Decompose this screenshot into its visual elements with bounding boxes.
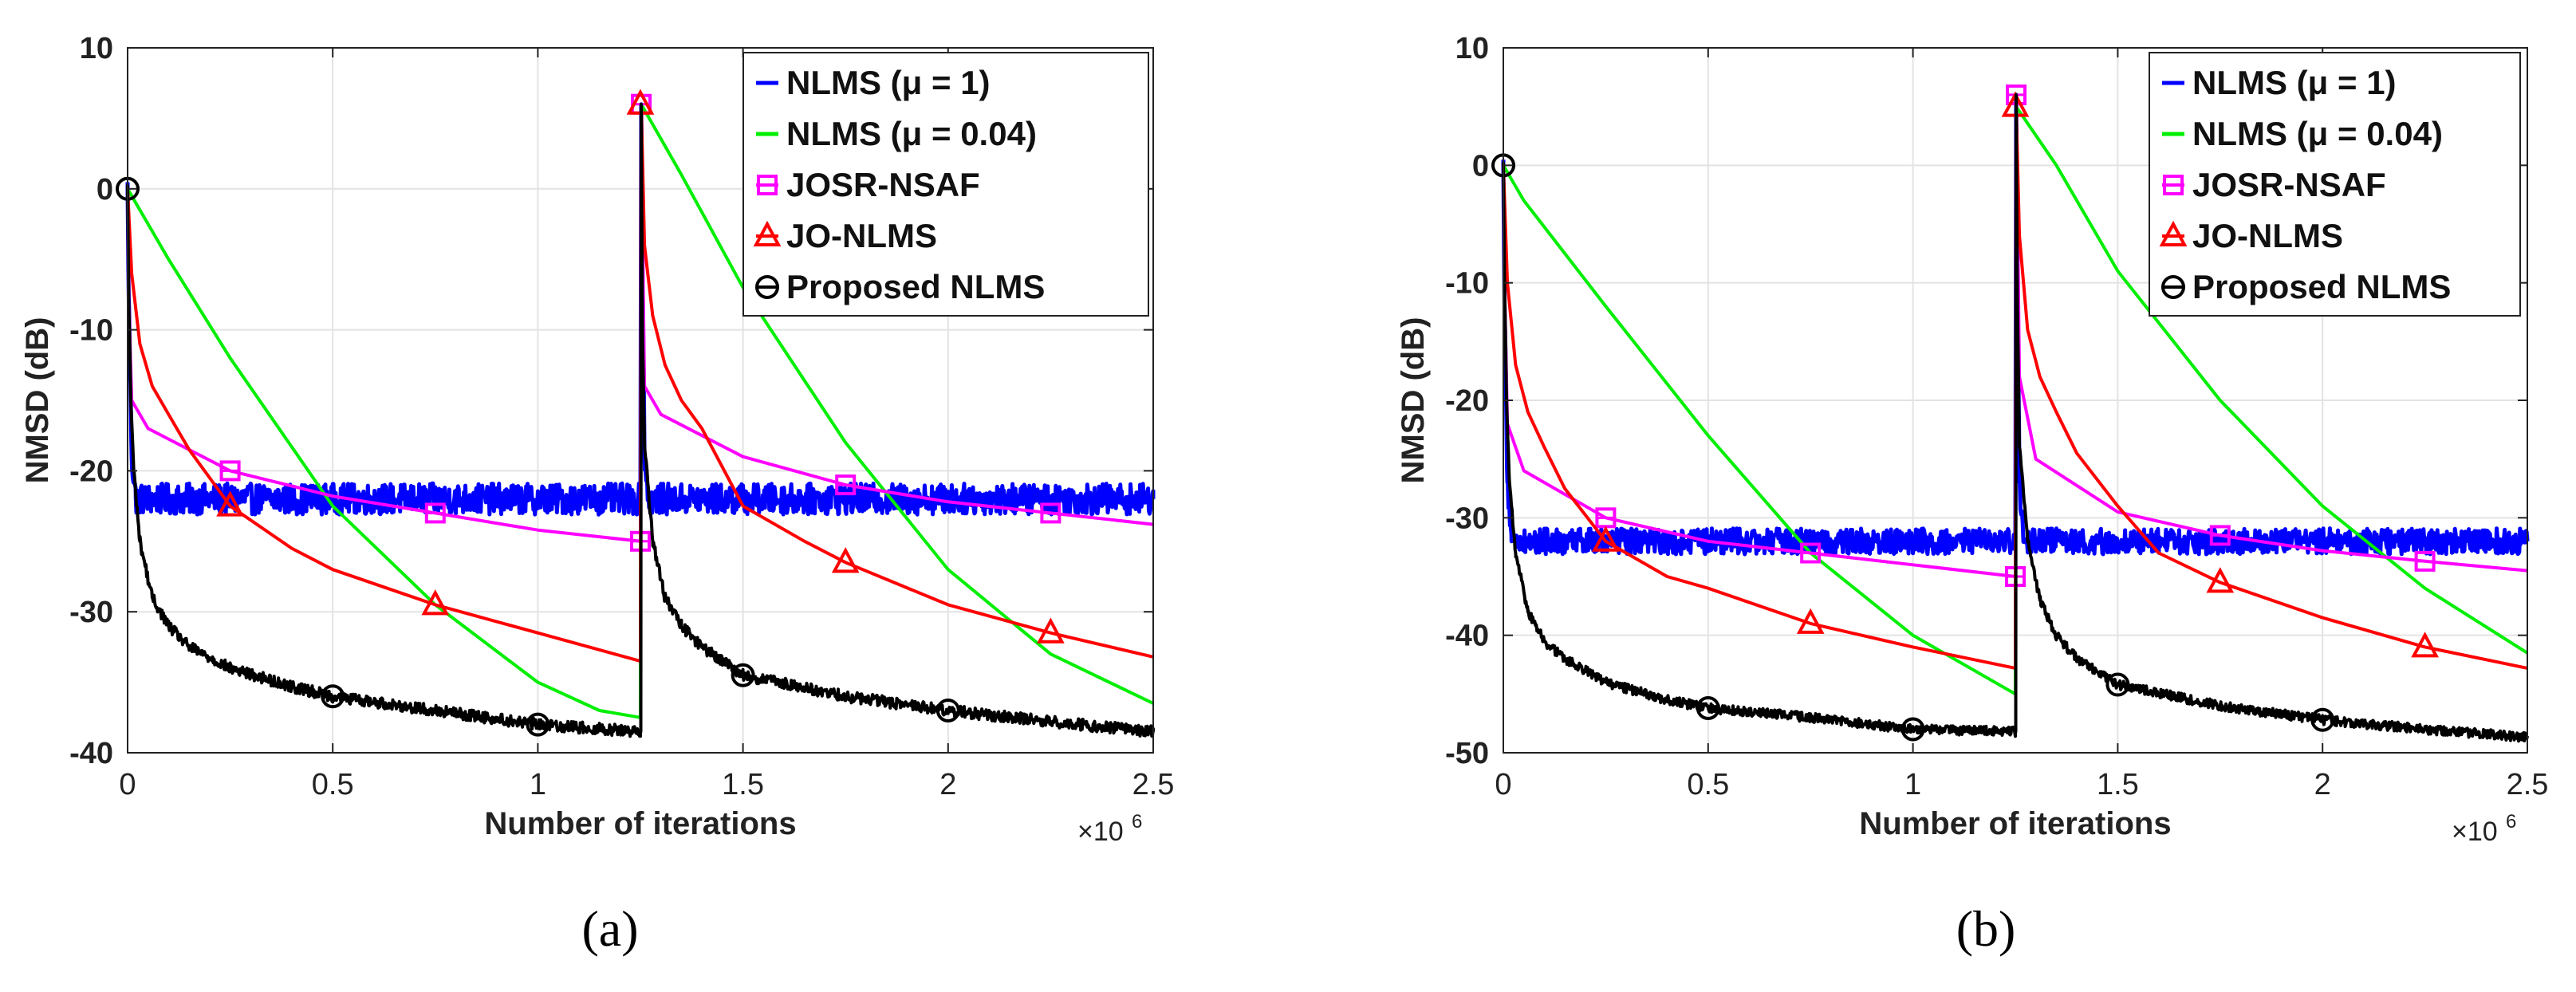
x-tick-label: 0.5 — [1687, 768, 1729, 801]
legend-swatch-4 — [2159, 220, 2188, 246]
x-multiplier-exponent: 6 — [2506, 811, 2516, 833]
series-4-marker — [216, 490, 244, 517]
series-group — [1491, 84, 2530, 743]
legend-label-3: JOSR-NSAF — [786, 166, 980, 203]
series-5-marker — [321, 684, 345, 709]
series-5-marker — [2105, 672, 2130, 697]
series-4-marker — [2206, 567, 2235, 593]
y-tick-label: -10 — [69, 314, 113, 348]
series-4-marker — [2411, 632, 2439, 658]
x-tick-label: 0 — [119, 768, 136, 801]
x-tick-label: 0 — [1495, 768, 1511, 801]
x-tick-label: 2.5 — [1132, 768, 1175, 801]
series-4-marker — [1796, 608, 1825, 634]
legend-label-4: JO-NLMS — [786, 217, 937, 254]
legend-box — [2149, 52, 2521, 317]
x-tick-label: 1.5 — [2097, 768, 2139, 801]
series-4-marker — [1037, 617, 1065, 644]
series-5-marker — [935, 698, 960, 722]
x-tick-label: 2 — [939, 768, 956, 801]
legend-label-5: Proposed NLMS — [2192, 268, 2451, 305]
series-5-marker — [731, 663, 755, 687]
y-tick-label: -20 — [69, 455, 113, 488]
y-tick-label: -50 — [1445, 737, 1489, 770]
x-axis-label: Number of iterations — [484, 806, 796, 841]
legend-swatch-5 — [755, 275, 779, 299]
series-4-marker — [831, 547, 860, 573]
x-axis-label: Number of iterations — [1859, 806, 2171, 841]
x-tick-label: 1.5 — [722, 768, 764, 801]
series-4-marker — [421, 589, 450, 616]
series-5-marker — [526, 712, 550, 737]
axes-frame — [127, 47, 1154, 754]
x-tick-label: 1 — [1904, 768, 1921, 801]
panel-caption-b: (b) — [1956, 900, 2016, 957]
y-tick-label: 0 — [97, 173, 113, 207]
series-5-marker — [1900, 717, 1925, 742]
y-tick-label: 10 — [80, 32, 113, 65]
legend-label-5: Proposed NLMS — [786, 268, 1045, 305]
series-line-5 — [1502, 93, 2529, 743]
x-tick-label: 2 — [2314, 768, 2331, 801]
y-tick-label: -20 — [1445, 384, 1489, 418]
chart-panel-a: 0 0.5 1 1.5 2 2.5 -40 -30 -20 -10 0 10 Number of ite… — [20, 32, 1174, 847]
y-tick-label: -40 — [69, 737, 113, 770]
panel-caption-a: (a) — [581, 900, 639, 957]
y-axis-label: NMSD (dB) — [1396, 317, 1431, 484]
series-4-marker — [1592, 526, 1620, 552]
y-tick-label: -40 — [1445, 620, 1489, 653]
legend-label-1: NLMS (μ = 1) — [2192, 64, 2397, 101]
y-tick-label: -30 — [1445, 502, 1489, 535]
series-5-marker — [2310, 707, 2335, 732]
x-multiplier: ×10 — [1077, 817, 1124, 847]
legend-swatch-5 — [2161, 275, 2185, 299]
legend-box — [742, 52, 1149, 317]
x-tick-label: 2.5 — [2507, 768, 2549, 801]
series-line-5 — [126, 102, 1155, 738]
y-tick-label: -30 — [69, 596, 113, 629]
y-tick-label: -10 — [1445, 267, 1489, 301]
series-group — [116, 89, 1156, 738]
legend-label-1: NLMS (μ = 1) — [786, 64, 991, 101]
y-tick-label: 0 — [1472, 149, 1489, 183]
y-axis-label: NMSD (dB) — [20, 317, 55, 484]
x-tick-label: 0.5 — [312, 768, 354, 801]
x-multiplier-exponent: 6 — [1132, 811, 1142, 833]
legend-label-3: JOSR-NSAF — [2192, 166, 2386, 203]
series-5-marker — [1696, 696, 1720, 721]
legend-label-2: NLMS (μ = 0.04) — [786, 115, 1037, 152]
x-tick-label: 1 — [530, 768, 546, 801]
legend-label-2: NLMS (μ = 0.04) — [2192, 115, 2443, 152]
legend-swatch-4 — [753, 220, 782, 246]
chart-panel-b: 0 0.5 1 1.5 2 2.5 -50 -40 -30 -20 -10 0 10 Number of … — [1396, 32, 2548, 847]
x-multiplier: ×10 — [2452, 817, 2498, 847]
y-tick-label: 10 — [1455, 32, 1489, 65]
legend-label-4: JO-NLMS — [2192, 217, 2343, 254]
